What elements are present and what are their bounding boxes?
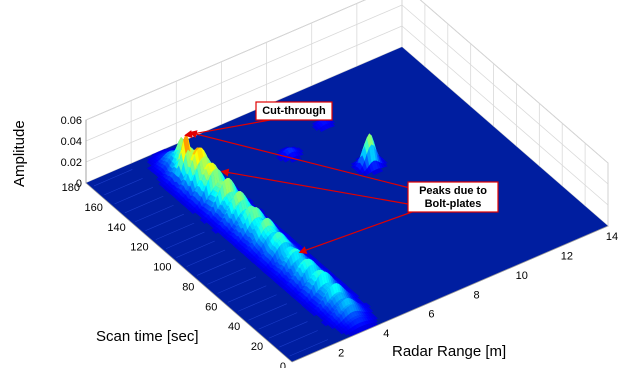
scan-line [145,213,184,231]
annotation-arrow [184,119,271,139]
z-tick-label: 0.06 [61,115,82,127]
annotation-arrow [188,130,411,189]
y-axis-label: Scan time [sec] [96,328,199,345]
annotation-box [255,101,333,121]
surface-patch [382,163,388,168]
scan-line [114,187,154,205]
scan-line [165,231,205,249]
surface-floor [86,47,608,362]
surface-patch [249,199,255,204]
surface-patch [378,168,384,173]
annotation-box [407,181,499,213]
x-tick-label: 8 [474,289,480,301]
grid-line [85,0,366,121]
y-tick-label: 20 [251,341,263,353]
scan-line [135,204,174,223]
scan-line [248,303,287,321]
surface-mesh [86,47,608,362]
axes-box-front [85,182,609,363]
y-axis-line [85,182,293,363]
scan-line [258,312,298,330]
x-tick-label: 2 [338,348,344,360]
surface-patch [382,160,388,164]
surface-patch [296,155,302,160]
scan-line [279,330,318,348]
y-tick-label: 120 [130,242,148,254]
surface-patch [372,319,378,323]
x-tick-label: 12 [561,250,573,262]
scan-line [196,258,236,276]
surface-patch [260,210,266,213]
grid-line [85,25,403,163]
y-tick-label: 60 [205,301,217,313]
annotation-arrow [220,168,409,205]
x-tick-label: 10 [516,270,528,282]
scan-line [176,240,215,258]
annotation-text: Cut-through [262,105,326,117]
z-tick-label: 0 [76,178,82,190]
surface-patch [365,304,372,308]
z-tick-label: 0.02 [61,157,82,169]
y-tick-label: 100 [153,262,171,274]
y-tick-label: 160 [85,202,103,214]
surface-patch [354,294,360,298]
tick-labels: 0246810121402040608010012014016018000.02… [61,115,619,368]
scan-line [268,321,308,339]
scan-line [155,222,195,240]
z-axis-label: Amplitude [11,120,28,187]
scan-line [186,249,226,267]
y-tick-label: 140 [107,222,125,234]
grid-line [85,4,403,142]
annotation-arrow [298,211,413,254]
surface-patch [298,151,304,156]
x-tick-label: 6 [428,309,434,321]
y-tick-label: 180 [62,182,80,194]
scan-line [238,294,277,312]
annotation-text: Peaks due to [419,185,487,197]
x-axis-line [291,225,609,363]
grid-line [401,25,609,206]
surface-patch [298,149,304,153]
annotation-text: Bolt-plates [425,198,482,210]
scan-line [227,285,267,303]
x-tick-label: 4 [383,328,389,340]
z-tick-label: 0.04 [61,136,82,148]
grid-line [419,0,609,164]
scan-line [289,339,329,357]
y-tick-label: 0 [280,361,286,368]
grid-line [401,4,609,185]
y-tick-label: 40 [228,321,240,333]
scan-line [104,178,143,196]
y-tick-label: 80 [182,281,194,293]
scan-line [93,169,133,187]
surface-patch [329,120,336,124]
scan-line [124,196,164,214]
surface-patch [368,309,374,313]
scan-line [207,267,246,285]
x-axis-label: Radar Range [m] [392,343,506,360]
x-tick-label: 14 [606,231,618,243]
surface-patch [372,316,378,320]
surface-patch [330,123,336,127]
scan-line [217,276,257,294]
